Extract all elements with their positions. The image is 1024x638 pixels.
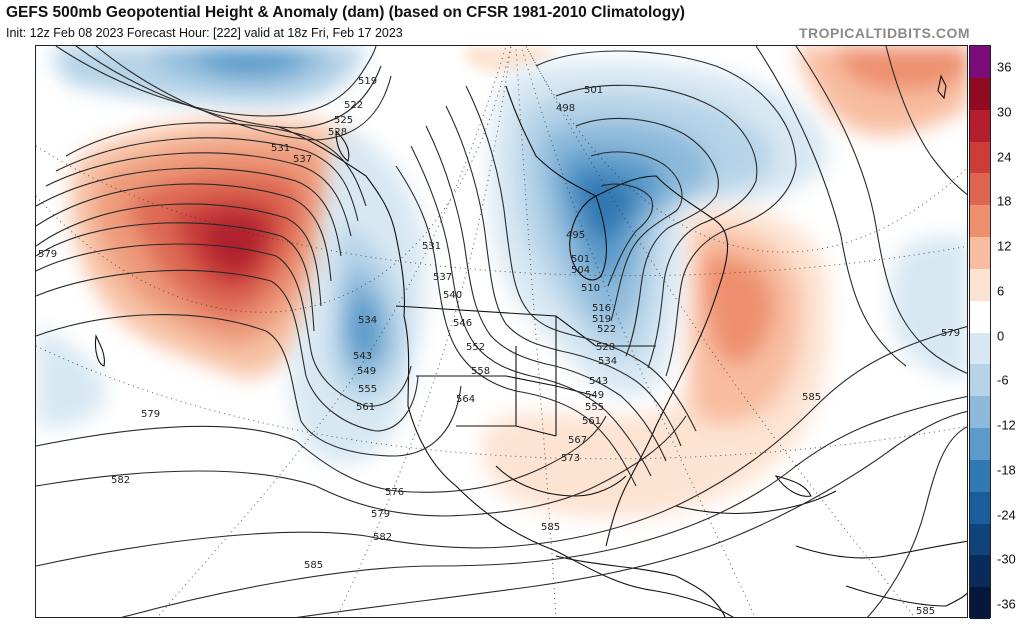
colorbar-tick-label: 30 bbox=[997, 104, 1012, 120]
colorbar-tick-label: -18 bbox=[997, 462, 1016, 478]
contour-label: 576 bbox=[385, 487, 404, 498]
colorbar-segment bbox=[970, 459, 990, 493]
contour-label: 579 bbox=[141, 409, 160, 420]
anomaly-west-coast-trough bbox=[290, 126, 427, 464]
anomaly-shading bbox=[36, 46, 967, 518]
colorbar-segment bbox=[970, 141, 990, 174]
contour-label: 543 bbox=[353, 351, 372, 362]
contour-label: 573 bbox=[561, 453, 580, 464]
contour-label: 519 bbox=[358, 76, 377, 87]
anomaly-subtropical-atlantic-trough bbox=[890, 235, 967, 379]
map-title: GEFS 500mb Geopotential Height & Anomaly… bbox=[6, 4, 685, 21]
anomaly-north-pacific-ridge bbox=[69, 117, 361, 378]
contour-label: 555 bbox=[358, 384, 377, 395]
colorbar-segment bbox=[970, 46, 990, 79]
contour-label: 579 bbox=[38, 249, 57, 260]
contour-label: 534 bbox=[358, 315, 377, 326]
colorbar-tick-label: 36 bbox=[997, 59, 1012, 75]
contour-label: 561 bbox=[582, 416, 601, 427]
colorbar-segment bbox=[970, 77, 990, 111]
colorbar-segment bbox=[970, 268, 990, 302]
contour-label: 552 bbox=[466, 342, 485, 353]
colorbar-tick-label: 12 bbox=[997, 238, 1012, 254]
anomaly-colorbar bbox=[969, 45, 991, 620]
map-panel: 519 522 525 528 531 537 501 498 495 501 … bbox=[35, 45, 968, 618]
brand-watermark: TROPICALTIDBITS.COM bbox=[798, 25, 970, 41]
colorbar-segment bbox=[970, 332, 990, 365]
contour-label: 564 bbox=[456, 394, 475, 405]
contour-label: 528 bbox=[328, 127, 347, 138]
colorbar-tick-label: -6 bbox=[997, 372, 1009, 388]
coastlines bbox=[94, 74, 967, 617]
anomaly-eastern-us-ridge bbox=[482, 207, 830, 518]
contour-label: 498 bbox=[556, 103, 575, 114]
colorbar-segment bbox=[970, 300, 990, 333]
height-anomaly-map: 519 522 525 528 531 537 501 498 495 501 … bbox=[36, 46, 967, 617]
contour-label: 543 bbox=[589, 376, 608, 387]
lat-lon-grid bbox=[36, 46, 967, 617]
contour-label: 567 bbox=[568, 435, 587, 446]
colorbar-segment bbox=[970, 428, 990, 461]
contour-label: 540 bbox=[443, 290, 462, 301]
contour-label: 582 bbox=[373, 532, 392, 543]
contour-label: 495 bbox=[566, 230, 585, 241]
contour-label: 525 bbox=[334, 115, 353, 126]
contour-label: 501 bbox=[571, 254, 590, 265]
contour-label: 549 bbox=[585, 390, 604, 401]
colorbar-segment bbox=[970, 364, 990, 397]
contour-label: 585 bbox=[916, 606, 935, 617]
colorbar-segment bbox=[970, 173, 990, 206]
forecast-info: Init: 12z Feb 08 2023 Forecast Hour: [22… bbox=[6, 26, 403, 40]
contour-label: 519 bbox=[592, 314, 611, 325]
colorbar-tick-label: -12 bbox=[997, 417, 1016, 433]
contour-label: 510 bbox=[581, 283, 600, 294]
colorbar-tick-label: 6 bbox=[997, 283, 1005, 299]
contour-label: 546 bbox=[453, 318, 472, 329]
contour-label: 522 bbox=[597, 324, 616, 335]
contour-label: 537 bbox=[433, 272, 452, 283]
contour-label: 561 bbox=[356, 402, 375, 413]
colorbar-segment bbox=[970, 237, 990, 270]
colorbar-segment bbox=[970, 396, 990, 429]
colorbar-segment bbox=[970, 587, 990, 620]
contour-label: 504 bbox=[571, 265, 590, 276]
colorbar-tick-label: 18 bbox=[997, 193, 1012, 209]
colorbar-tick-label: 24 bbox=[997, 149, 1012, 164]
contour-label: 585 bbox=[802, 392, 821, 403]
contour-label: 555 bbox=[585, 402, 604, 413]
anomaly-hudson-bay-vortex bbox=[489, 61, 828, 397]
colorbar-tick-label: -30 bbox=[997, 551, 1016, 567]
contour-label: 516 bbox=[592, 303, 611, 314]
colorbar-tick-label: -36 bbox=[997, 596, 1016, 612]
colorbar-segment bbox=[970, 205, 990, 238]
colorbar-segment bbox=[970, 491, 990, 524]
colorbar-tick-label: -24 bbox=[997, 507, 1016, 522]
contour-label: 582 bbox=[111, 475, 130, 486]
contour-labels: 519 522 525 528 531 537 501 498 495 501 … bbox=[38, 76, 960, 617]
colorbar-segment bbox=[970, 523, 990, 556]
height-contours bbox=[36, 46, 967, 617]
anomaly-subtropical-pacific-trough bbox=[36, 326, 106, 428]
contour-label: 534 bbox=[598, 356, 617, 367]
colorbar-segment bbox=[970, 109, 990, 142]
contour-label: 579 bbox=[371, 509, 390, 520]
contour-label: 585 bbox=[541, 522, 560, 533]
contour-label: 558 bbox=[471, 366, 490, 377]
contour-label: 501 bbox=[584, 85, 603, 96]
contour-label: 531 bbox=[271, 143, 290, 154]
colorbar-segment bbox=[970, 555, 990, 588]
contour-label: 522 bbox=[344, 100, 363, 111]
contour-label: 528 bbox=[596, 342, 615, 353]
contour-label: 549 bbox=[357, 366, 376, 377]
contour-label: 537 bbox=[293, 154, 312, 165]
contour-label: 585 bbox=[304, 560, 323, 571]
colorbar-tick-label: 0 bbox=[997, 328, 1005, 343]
contour-label: 579 bbox=[941, 328, 960, 339]
contour-label: 531 bbox=[422, 241, 441, 252]
